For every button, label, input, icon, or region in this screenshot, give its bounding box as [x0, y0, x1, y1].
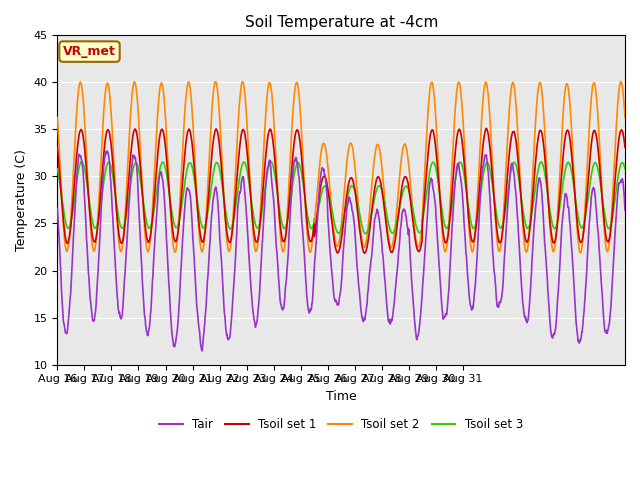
- Tsoil set 2: [376, 152, 384, 157]
- Tsoil set 3: [98, 194, 106, 200]
- Tsoil set 2: [306, 249, 314, 255]
- Tsoil set 1: [316, 187, 324, 193]
- Tsoil set 2: [54, 115, 61, 120]
- Tsoil set 3: [78, 158, 86, 164]
- Y-axis label: Temperature (C): Temperature (C): [15, 149, 28, 251]
- Tsoil set 2: [97, 151, 105, 157]
- Tair: [621, 207, 629, 213]
- Tair: [54, 205, 61, 211]
- Line: Tsoil set 2: Tsoil set 2: [58, 82, 625, 252]
- X-axis label: Time: Time: [326, 390, 356, 403]
- Tsoil set 1: [361, 250, 369, 256]
- Tsoil set 3: [362, 231, 369, 237]
- Tsoil set 2: [120, 222, 128, 228]
- Tair: [104, 148, 111, 154]
- Tsoil set 1: [483, 125, 490, 131]
- Tsoil set 1: [54, 144, 61, 150]
- Tsoil set 3: [295, 160, 303, 166]
- Tair: [317, 170, 324, 176]
- Tsoil set 1: [120, 227, 128, 233]
- Tair: [307, 307, 315, 313]
- Tsoil set 2: [294, 85, 302, 91]
- Title: Soil Temperature at -4cm: Soil Temperature at -4cm: [244, 15, 438, 30]
- Tsoil set 3: [317, 195, 324, 201]
- Tsoil set 3: [621, 166, 629, 172]
- Tsoil set 1: [294, 129, 302, 135]
- Tsoil set 1: [306, 238, 314, 244]
- Tair: [198, 348, 206, 354]
- Text: VR_met: VR_met: [63, 45, 116, 58]
- Tsoil set 3: [54, 166, 61, 172]
- Tair: [97, 203, 105, 209]
- Tsoil set 2: [316, 156, 324, 162]
- Line: Tsoil set 1: Tsoil set 1: [58, 128, 625, 253]
- Tsoil set 1: [97, 182, 105, 188]
- Line: Tair: Tair: [58, 151, 625, 351]
- Tsoil set 1: [377, 180, 385, 186]
- Tair: [121, 273, 129, 279]
- Tsoil set 1: [621, 144, 629, 150]
- Tair: [378, 233, 385, 239]
- Tair: [295, 174, 303, 180]
- Tsoil set 2: [577, 250, 584, 255]
- Tsoil set 3: [307, 224, 314, 230]
- Line: Tsoil set 3: Tsoil set 3: [58, 161, 625, 234]
- Tsoil set 2: [617, 79, 625, 84]
- Tsoil set 3: [121, 220, 129, 226]
- Legend: Tair, Tsoil set 1, Tsoil set 2, Tsoil set 3: Tair, Tsoil set 1, Tsoil set 2, Tsoil se…: [155, 413, 528, 436]
- Tsoil set 2: [621, 114, 629, 120]
- Tsoil set 3: [378, 185, 385, 191]
